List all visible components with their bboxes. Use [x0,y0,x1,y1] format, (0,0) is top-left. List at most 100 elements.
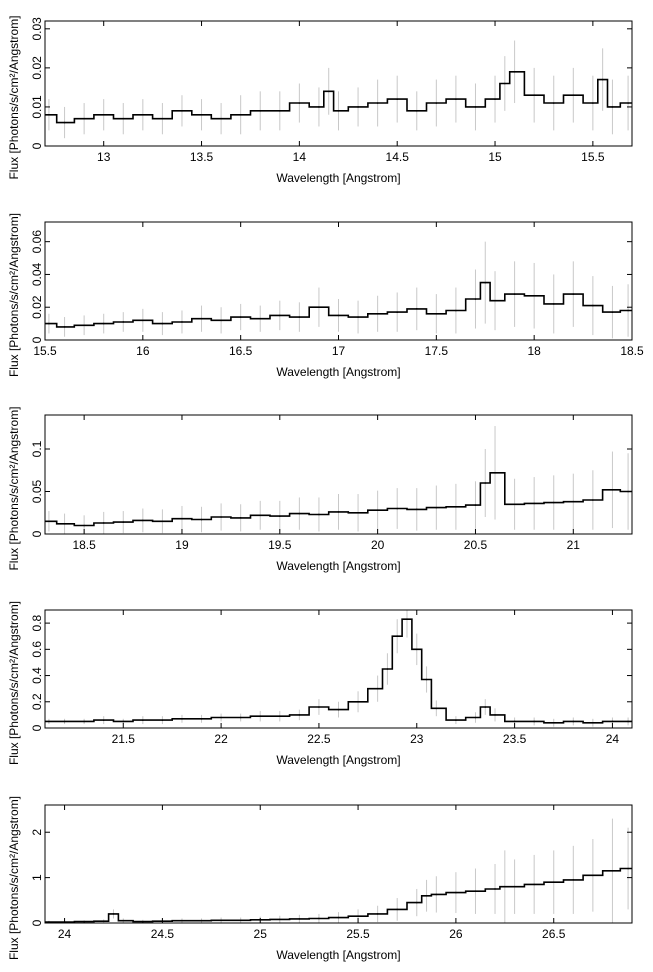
y-tick-label: 0.05 [30,479,44,503]
y-axis-label: Flux [Photons/s/cm²/Angstrom] [7,796,21,960]
x-tick-label: 23.5 [503,732,527,746]
error-bars [48,818,629,923]
y-tick-label: 0.1 [30,440,44,457]
data-point [494,299,496,302]
data-point [63,121,66,124]
data-point [572,879,575,881]
x-tick-label: 26.5 [542,927,566,941]
y-tick-label: 0.4 [30,667,44,684]
data-point [337,110,340,112]
data-point [611,870,614,872]
data-point [455,719,457,721]
data-point [83,720,85,723]
data-point [83,524,85,527]
data-point [513,885,516,888]
data-point [279,918,281,921]
data-point [572,293,575,295]
data-point [455,309,457,312]
plot-frame [44,414,633,535]
data-point [181,110,183,112]
data-point [220,117,222,120]
data-point [592,102,594,104]
data-point [376,102,379,104]
data-point [494,888,496,890]
data-point [435,707,438,710]
y-tick-label: 0.01 [30,95,44,119]
data-point [572,720,575,723]
x-tick-label: 18.5 [72,538,96,552]
x-tick-label: 17 [332,344,346,358]
x-tick-label: 15 [488,150,502,164]
data-point [318,917,320,920]
data-point [627,102,629,104]
data-point [63,523,66,525]
data-point [200,113,203,116]
data-point [396,311,399,313]
x-tick-label: 25.5 [346,927,370,941]
data-point [161,719,164,721]
data-point [552,501,555,504]
x-tick-label: 24 [606,732,620,746]
data-points [48,618,629,724]
data-point [318,106,320,108]
data-point [239,316,242,318]
x-tick-label: 18 [527,344,541,358]
data-point [112,913,115,915]
data-point [142,719,144,721]
data-point [611,106,614,108]
y-tick-label: 0.04 [30,262,44,286]
data-point [627,309,629,312]
data-point [181,718,183,720]
y-tick-label: 0.2 [30,693,44,710]
data-point [337,708,340,711]
data-point [239,716,242,719]
data-point [552,102,555,104]
panel-3: 18.5 19 19.5 20 20.5 21 0 0.05 0.1 Wavelength [An… [7,406,633,573]
x-tick-label: 13 [97,150,111,164]
data-point [611,720,614,723]
data-point [259,110,262,112]
panel-4: 21.5 22 22.5 23 23.5 24 0 0.2 0.4 0.6 0.8 Wavelengt… [7,601,633,767]
data-point [474,716,477,719]
x-tick-label: 15.5 [33,344,57,358]
x-tick-label: 20 [371,538,385,552]
y-tick-label: 0 [30,530,44,537]
data-point [601,78,604,81]
data-point [611,489,614,491]
y-tick-label: 0 [30,724,44,731]
data-point [259,514,262,517]
data-point [48,720,50,723]
data-points [48,70,629,124]
data-point [484,482,487,484]
data-point [474,890,477,893]
data-point [357,316,359,318]
data-point [376,687,379,690]
data-point [181,517,183,520]
data-point [415,308,418,310]
x-tick-label: 17.5 [425,344,449,358]
data-point [513,720,516,723]
data-point [102,322,105,325]
data-point [298,316,301,318]
data-point [415,508,418,511]
data-points [48,472,629,527]
data-point [337,916,340,919]
data-point [161,322,164,325]
data-point [220,716,222,719]
data-point [200,317,203,320]
plot-frame [44,609,633,729]
data-point [474,504,477,506]
data-point [592,499,594,501]
x-tick-label: 23 [410,732,424,746]
data-point [122,321,125,323]
data-point [357,106,359,108]
data-point [386,668,389,670]
y-tick-label: 0 [30,336,44,343]
panel-5: 24 24.5 25 25.5 26 26.5 0 1 2 Wavelength [Angstro… [7,796,633,962]
data-point [63,720,66,723]
flux-histogram [45,71,632,124]
data-point [102,920,105,922]
data-point [435,312,438,315]
data-point [298,512,301,515]
